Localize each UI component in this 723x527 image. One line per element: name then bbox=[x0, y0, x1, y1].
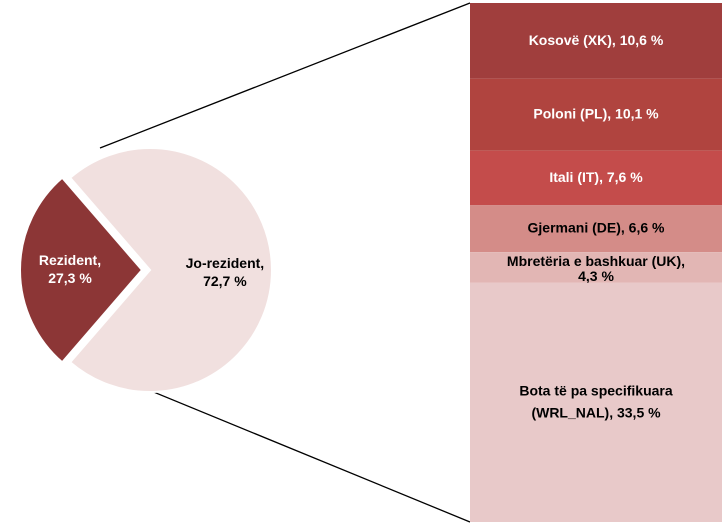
data-label: Mbretëria e bashkuar (UK), 4,3 % bbox=[507, 253, 685, 284]
data-label-line: Rezident, bbox=[39, 252, 101, 268]
data-label-line: (WRL_NAL), 33,5 % bbox=[531, 404, 661, 420]
bar-segment bbox=[470, 252, 722, 283]
pie-slice bbox=[19, 176, 144, 364]
data-label: Poloni (PL), 10,1 % bbox=[533, 105, 659, 121]
data-label-line: Mbretëria e bashkuar (UK), bbox=[507, 253, 685, 269]
data-label: Bota të pa specifikuara (WRL_NAL), 33,5 % bbox=[519, 382, 672, 420]
data-label: Itali (IT), 7,6 % bbox=[549, 169, 643, 185]
data-label-line: Jo-rezident, bbox=[186, 255, 265, 271]
bar-segment bbox=[470, 3, 722, 79]
bar-segment bbox=[470, 150, 722, 206]
bar-segment bbox=[470, 205, 722, 253]
bar-segment bbox=[470, 78, 722, 151]
data-label-line: Bota të pa specifikuara bbox=[519, 382, 672, 398]
data-label-line: 4,3 % bbox=[578, 268, 614, 284]
bar-segment bbox=[470, 282, 722, 522]
connector-line bbox=[99, 2, 471, 149]
data-label-line: 72,7 % bbox=[203, 273, 247, 289]
data-label: Kosovë (XK), 10,6 % bbox=[529, 32, 664, 48]
data-label-line: 27,3 % bbox=[48, 270, 92, 286]
pie-slice bbox=[68, 147, 273, 393]
data-label: Jo-rezident, 72,7 % bbox=[186, 255, 265, 289]
data-label: Rezident, 27,3 % bbox=[39, 252, 101, 286]
data-label: Gjermani (DE), 6,6 % bbox=[528, 219, 665, 235]
connector-line bbox=[99, 369, 471, 523]
data-label-line: Itali (IT), 7,6 % bbox=[549, 169, 643, 185]
data-label-line: Gjermani (DE), 6,6 % bbox=[528, 219, 665, 235]
data-label-line: Kosovë (XK), 10,6 % bbox=[529, 32, 664, 48]
data-label-line: Poloni (PL), 10,1 % bbox=[533, 105, 659, 121]
